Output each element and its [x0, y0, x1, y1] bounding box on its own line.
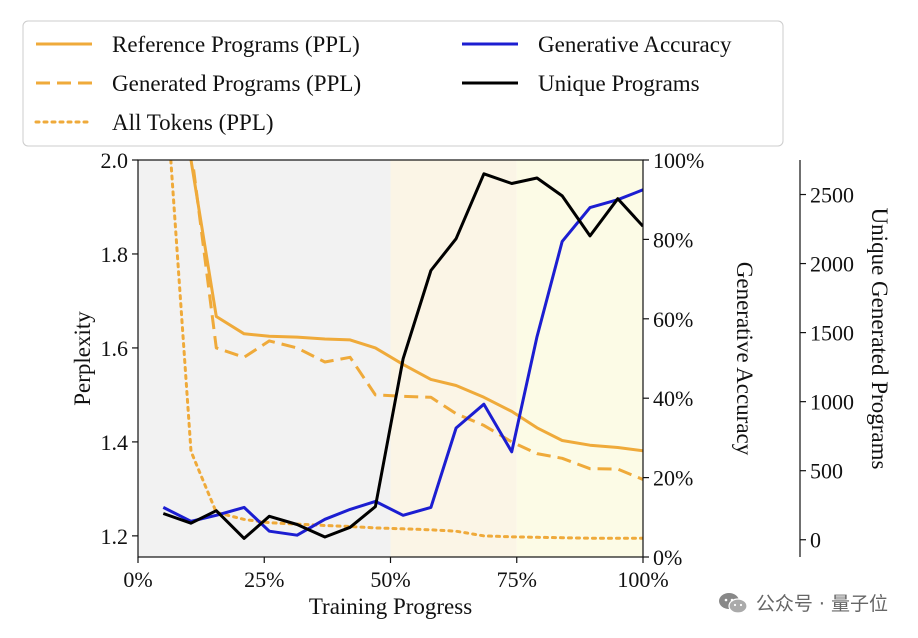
right-tick-label: 80%	[653, 227, 693, 252]
background-band	[390, 160, 517, 557]
y-axis-left-label: Perplexity	[70, 311, 95, 406]
right-tick-label: 60%	[653, 307, 693, 332]
right-axis-ticks: 0% 20% 40% 60% 80% 100%	[643, 148, 704, 570]
watermark: 公众号 · 量子位	[718, 589, 888, 616]
far-right-tick-label: 2500	[810, 183, 854, 208]
y-axis-far-right-label: Unique Generated Programs	[867, 208, 892, 470]
x-axis-ticks: 0% 25% 50% 75% 100%	[123, 557, 669, 592]
x-tick-label: 100%	[617, 567, 668, 592]
right-tick-label: 100%	[653, 148, 704, 173]
background-band	[516, 160, 643, 557]
left-tick-label: 1.2	[101, 524, 129, 549]
x-tick-label: 50%	[370, 567, 410, 592]
legend-label: All Tokens (PPL)	[112, 110, 274, 135]
x-tick-label: 25%	[244, 567, 284, 592]
legend-label: Unique Programs	[538, 71, 700, 96]
series-line-all-tokens-ppl	[169, 160, 643, 540]
far-right-tick-label: 500	[810, 459, 843, 484]
legend-box	[22, 20, 784, 147]
left-tick-label: 2.0	[101, 148, 129, 173]
watermark-text: 公众号 · 量子位	[755, 593, 888, 615]
far-right-tick-label: 0	[810, 528, 821, 553]
right-tick-label: 40%	[653, 386, 693, 411]
series-line-generative-accuracy	[162, 188, 643, 537]
x-axis-label: Training Progress	[309, 594, 472, 619]
series-line-unique-programs	[162, 172, 643, 540]
legend-label: Generated Programs (PPL)	[112, 71, 361, 96]
legend-label: Generative Accuracy	[538, 32, 732, 57]
y-axis-right-label: Generative Accuracy	[732, 262, 757, 456]
far-right-axis-ticks: 0 500 1000 1500 2000 2500	[799, 160, 854, 557]
left-axis-ticks: 1.2 1.4 1.6 1.8 2.0	[101, 148, 138, 549]
right-tick-label: 0%	[653, 545, 682, 570]
far-right-tick-label: 1000	[810, 390, 854, 415]
x-tick-label: 75%	[497, 567, 537, 592]
far-right-tick-label: 1500	[810, 321, 854, 346]
right-tick-label: 20%	[653, 466, 693, 491]
series-group	[162, 160, 643, 540]
legend-label: Reference Programs (PPL)	[112, 32, 360, 57]
legend: Reference Programs (PPL) Generated Progra…	[22, 20, 784, 147]
x-tick-label: 0%	[123, 567, 152, 592]
wechat-icon	[718, 592, 748, 614]
far-right-tick-label: 2000	[810, 252, 854, 277]
series-line-generated-programs-ppl	[192, 169, 643, 481]
left-tick-label: 1.6	[101, 336, 129, 361]
series-line-reference-programs-ppl	[189, 160, 643, 453]
left-tick-label: 1.8	[101, 242, 129, 267]
left-tick-label: 1.4	[101, 430, 129, 455]
